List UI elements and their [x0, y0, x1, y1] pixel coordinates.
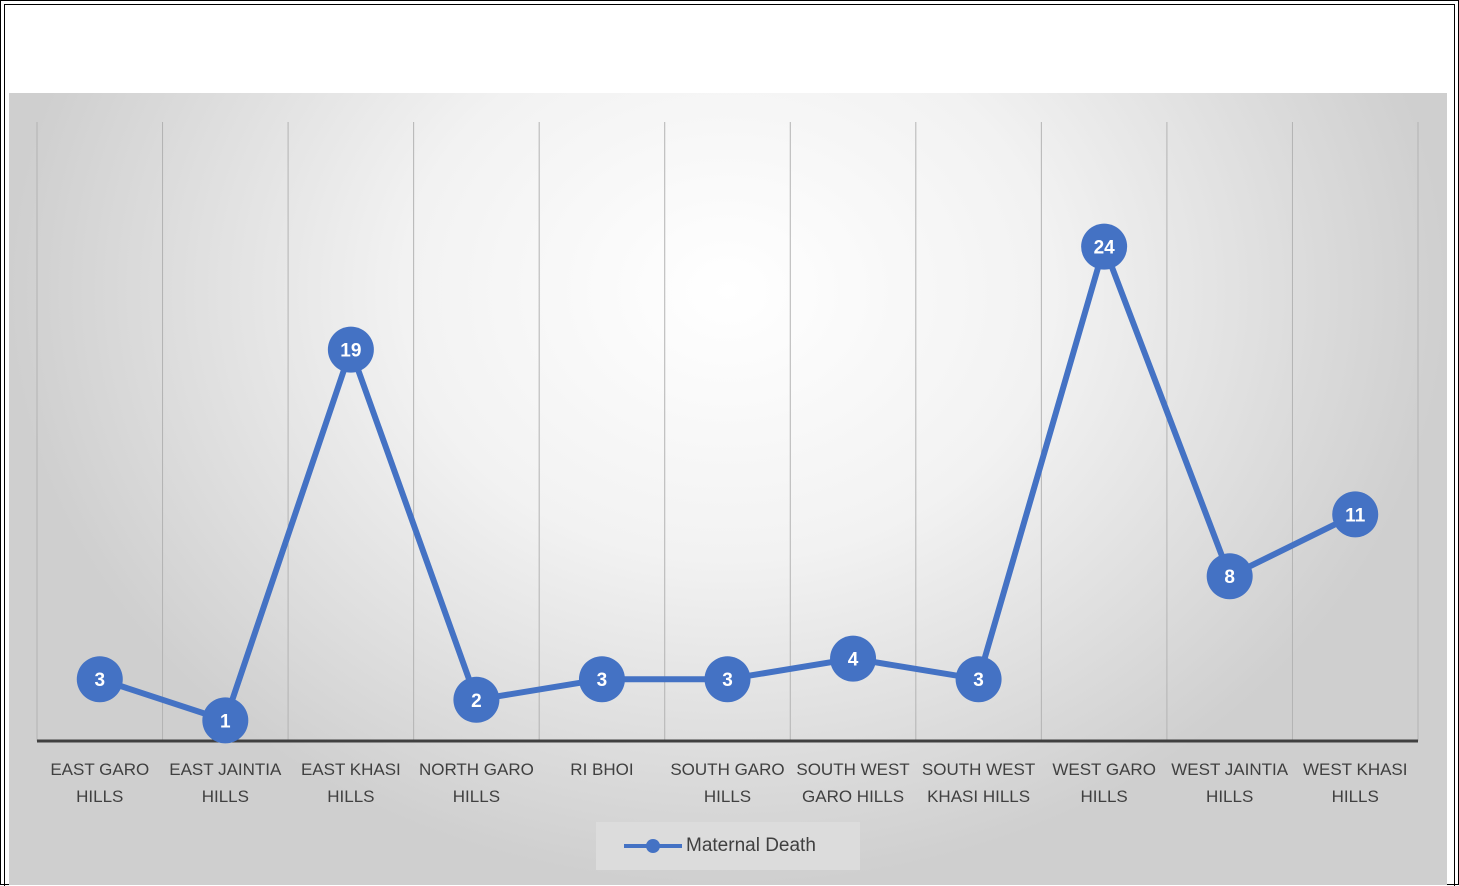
data-label: 2 [471, 691, 482, 712]
x-tick-label: SOUTH GARO HILLS [670, 760, 784, 806]
x-tick-labels: EAST GARO HILLS EAST JAINTIA HILLS EAST KHAS… [50, 760, 1407, 806]
data-point [76, 656, 123, 703]
legend-label: Maternal Death [686, 835, 816, 856]
data-label: 3 [722, 670, 733, 691]
data-point [453, 676, 500, 723]
data-point [1332, 491, 1379, 538]
data-point [327, 326, 374, 373]
legend-line-marker-icon [624, 836, 682, 856]
data-point [202, 697, 249, 744]
inner-frame [4, 4, 1455, 886]
data-point [578, 656, 625, 703]
x-tick-label: SOUTH WEST GARO HILLS [796, 760, 909, 806]
x-tick-label: NORTH GARO HILLS [419, 760, 534, 806]
data-label: 24 [1094, 238, 1116, 259]
x-tick-label: EAST KHASI HILLS [301, 760, 401, 806]
x-tick-label: WEST JAINTIA HILLS [1171, 760, 1288, 806]
data-label: 8 [1224, 567, 1235, 588]
legend: Maternal Death [596, 822, 860, 870]
data-label: 3 [94, 670, 105, 691]
data-point [1081, 223, 1128, 270]
data-label: 4 [848, 650, 859, 671]
data-label: 11 [1345, 505, 1366, 526]
data-label: 3 [973, 670, 984, 691]
data-points: 3 1 19 2 3 3 4 3 24 8 11 [76, 223, 1379, 744]
x-tick-label: WEST KHASI HILLS [1303, 760, 1408, 806]
x-tick-label: SOUTH WEST KHASI HILLS [922, 760, 1035, 806]
data-label: 19 [340, 341, 361, 362]
gridlines [36, 122, 1419, 741]
data-point [830, 635, 877, 682]
x-tick-label: RI BHOI [570, 760, 633, 779]
chart-area [9, 93, 1447, 885]
x-tick-label: WEST GARO HILLS [1052, 760, 1156, 806]
data-point [955, 656, 1002, 703]
data-point [1206, 553, 1253, 600]
data-point [704, 656, 751, 703]
x-tick-label: EAST GARO HILLS [50, 760, 149, 806]
x-tick-label: EAST JAINTIA HILLS [169, 760, 282, 806]
data-label: 1 [220, 711, 231, 732]
data-label: 3 [597, 670, 608, 691]
